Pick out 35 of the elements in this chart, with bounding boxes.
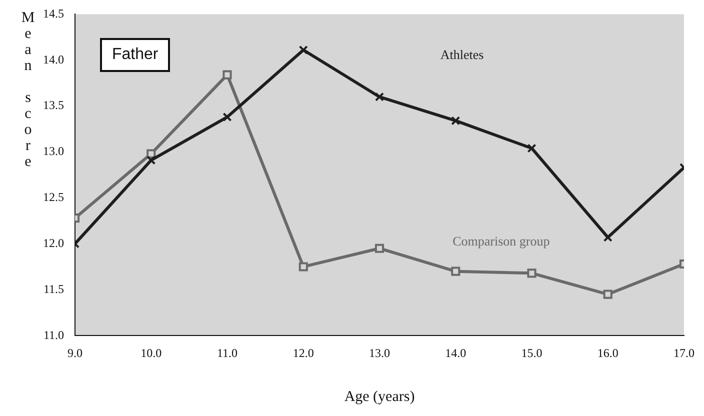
- y-tick-label: 14.5: [43, 6, 64, 20]
- x-tick-label: 12.0: [292, 346, 314, 360]
- x-tick-label: 9.0: [68, 346, 82, 360]
- point: [374, 92, 384, 102]
- x-tick-label: 17.0: [674, 346, 694, 360]
- y-axis-title: Mean score: [20, 10, 36, 170]
- point: [451, 266, 460, 276]
- point: [451, 116, 460, 126]
- point: [222, 112, 232, 122]
- x-tick-label: 13.0: [369, 346, 390, 360]
- point: [298, 45, 308, 55]
- point: [146, 149, 156, 158]
- y-tick-label: 12.0: [43, 236, 64, 250]
- point: [222, 70, 232, 80]
- x-tick-label: 14.0: [445, 346, 466, 360]
- y-tick-label: 14.0: [43, 52, 64, 66]
- x-tick-label: 15.0: [521, 346, 542, 360]
- point: [527, 144, 536, 153]
- x-tick-label: 11.0: [216, 346, 238, 360]
- x-axis-title: Age (years): [344, 388, 415, 405]
- y-tick-label: 13.5: [43, 98, 64, 112]
- annotation: Father: [100, 38, 170, 72]
- point: [603, 290, 612, 299]
- y-tick-label: 11.0: [43, 328, 64, 342]
- y-tick-label: 13.0: [43, 144, 64, 158]
- point: [374, 244, 384, 253]
- series-label: Comparison group: [452, 234, 550, 249]
- x-tick-label: 16.0: [597, 346, 618, 360]
- x-tick-label: 10.0: [140, 346, 162, 360]
- point: [527, 268, 536, 278]
- y-tick-label: 12.5: [43, 190, 64, 204]
- point: [146, 156, 156, 165]
- point: [298, 262, 308, 272]
- text: Athletes: [440, 47, 484, 62]
- y-tick-label: 11.5: [43, 282, 64, 296]
